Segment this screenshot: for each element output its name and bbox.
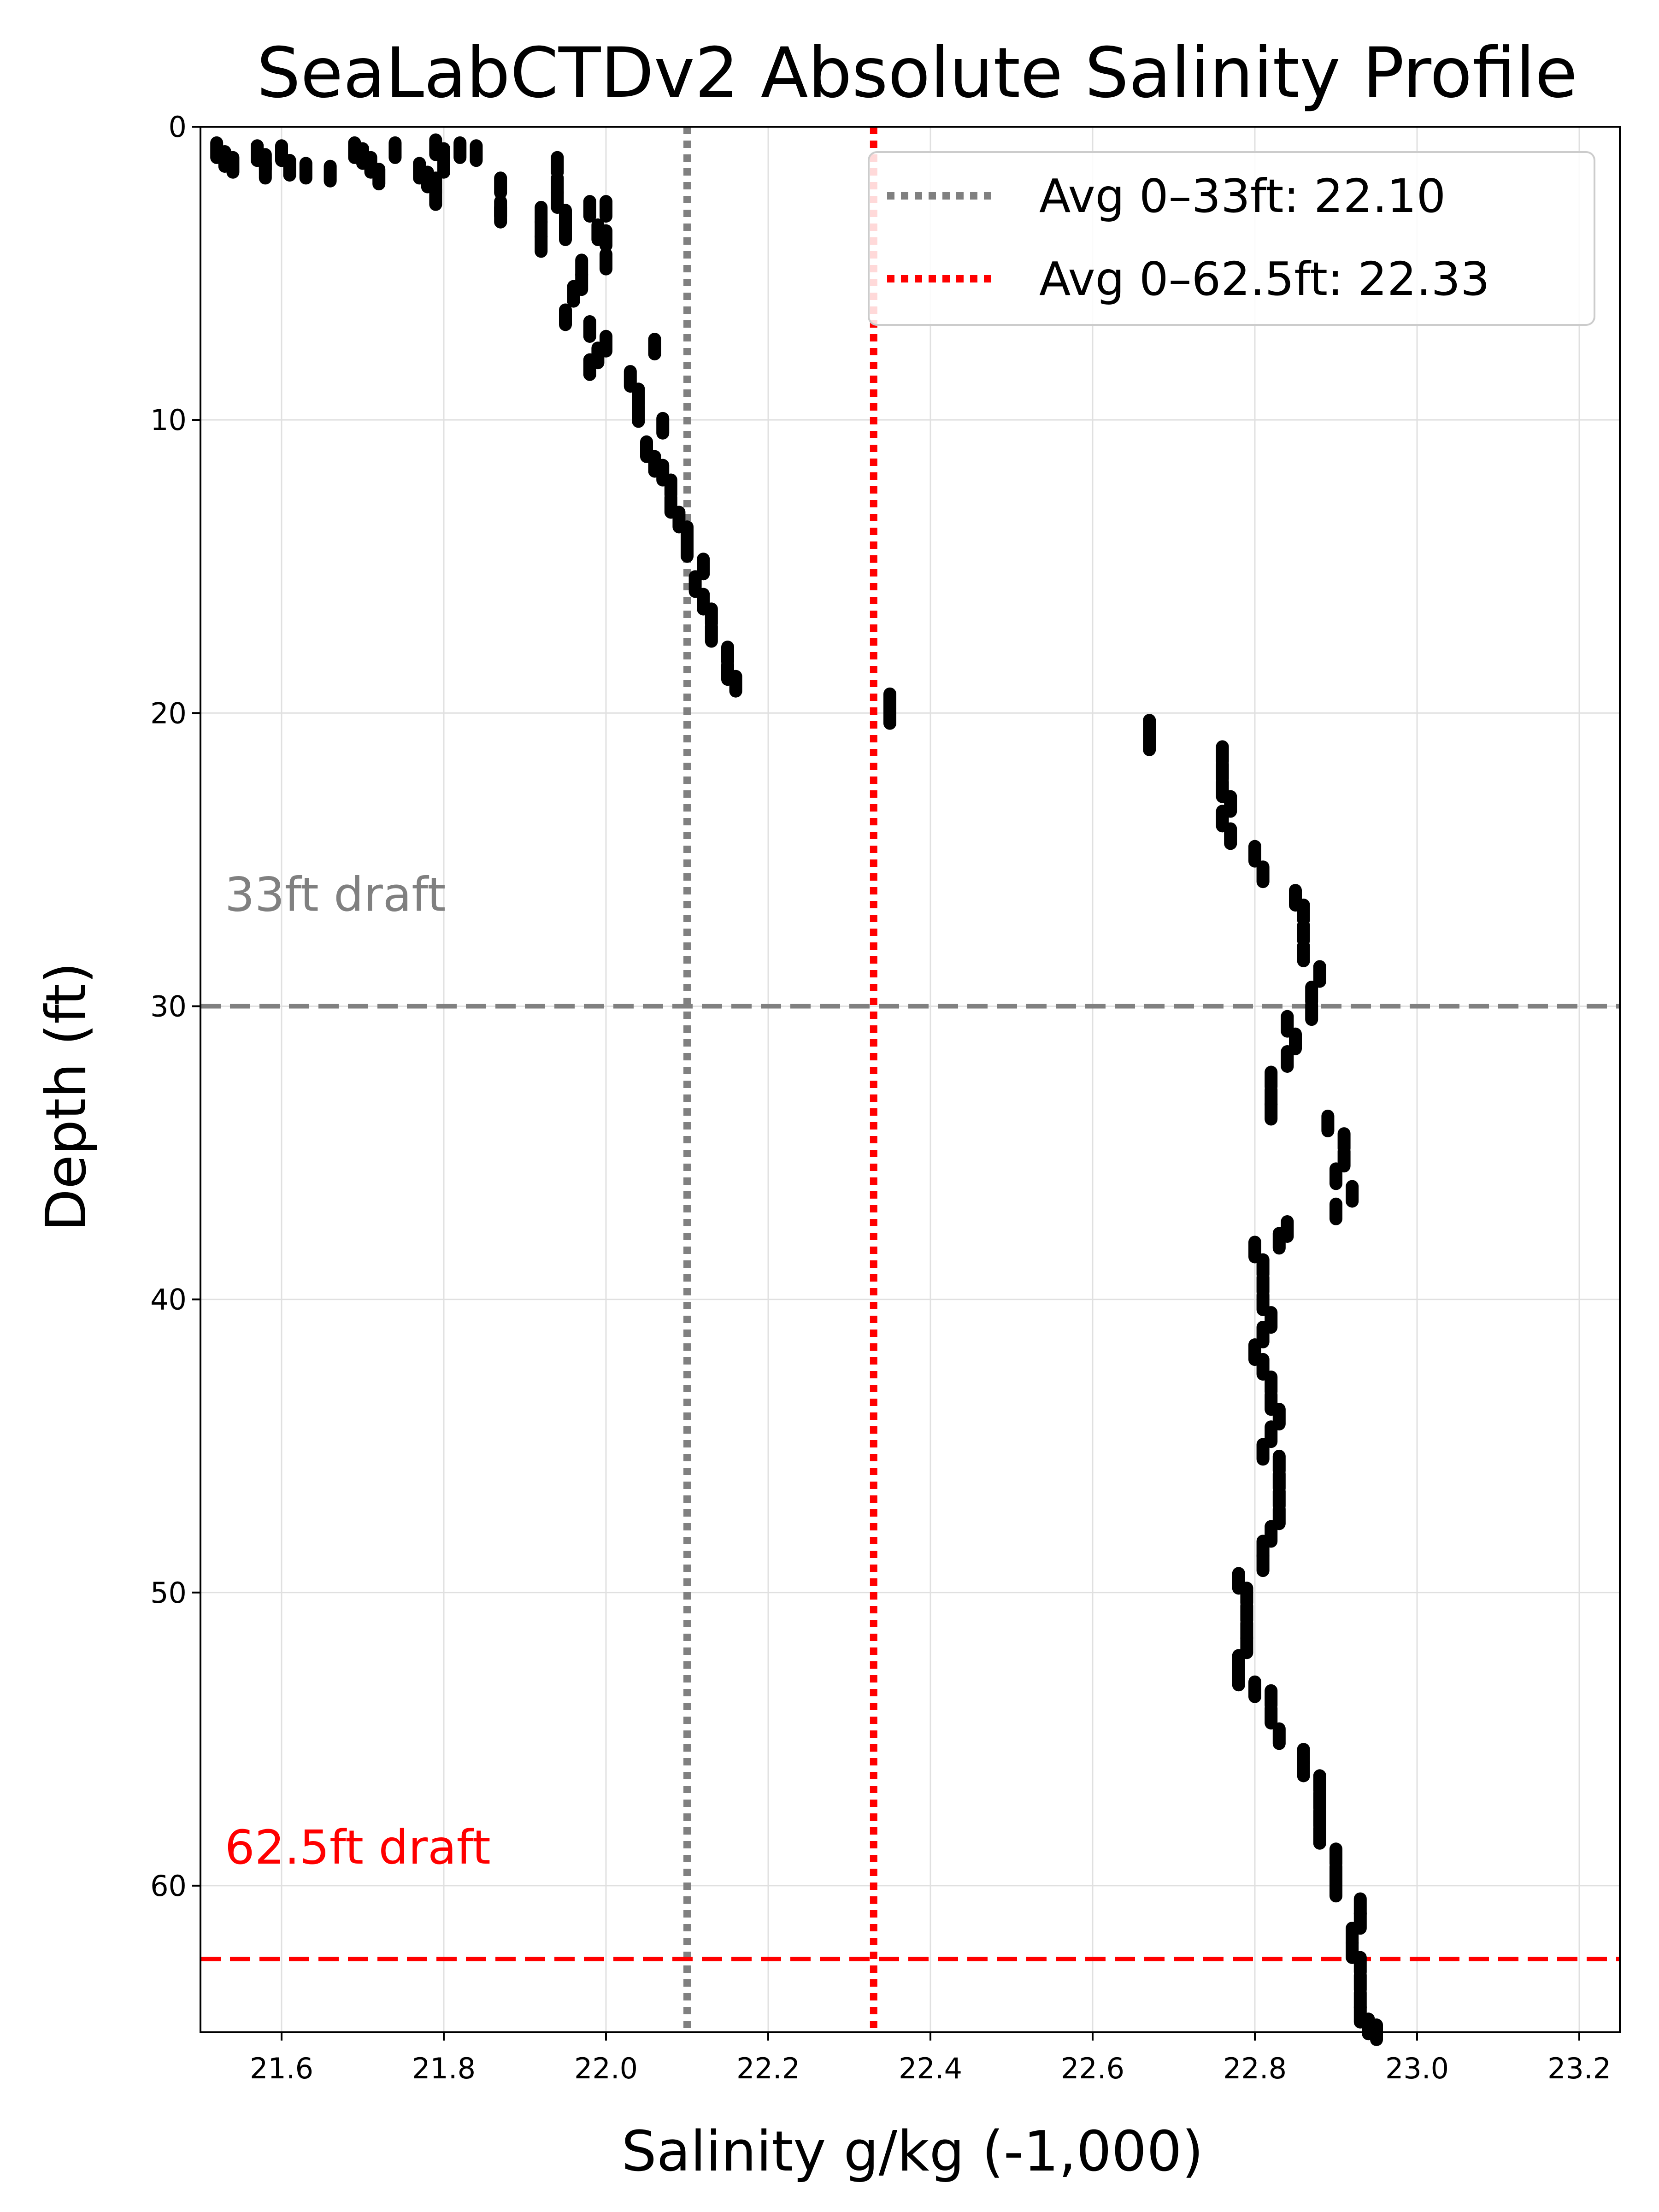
data-point [697, 553, 710, 581]
data-point [1272, 1722, 1286, 1750]
y-tick-label: 30 [150, 989, 187, 1023]
data-point [1330, 1875, 1342, 1903]
data-point [705, 620, 718, 648]
data-point [283, 154, 296, 182]
data-point [324, 159, 337, 188]
y-tick-label: 20 [150, 696, 187, 730]
y-tick-label: 10 [150, 403, 187, 437]
x-tick-label: 23.0 [1385, 2052, 1449, 2085]
chart-title: SeaLabCTDv2 Absolute Salinity Profile [257, 33, 1577, 113]
x-tick-label: 22.4 [899, 2052, 962, 2085]
x-axis-ticks: 21.6 21.8 22.0 22.2 22.4 22.6 22.8 23.0 23.2 [250, 2032, 1611, 2085]
data-point [388, 136, 402, 164]
data-point [470, 139, 483, 167]
data-point [1313, 960, 1326, 988]
y-axis-ticks: 0 10 20 30 40 50 60 [150, 110, 200, 1903]
data-point [535, 230, 548, 258]
data-point [583, 315, 596, 343]
data-point [1224, 822, 1237, 850]
data-point [1256, 1549, 1270, 1577]
data-point [632, 400, 645, 428]
data-point [551, 151, 564, 179]
data-point [1330, 1162, 1342, 1190]
y-axis-label: Depth (ft) [35, 962, 99, 1231]
data-point [1265, 1098, 1278, 1126]
data-point [1305, 998, 1318, 1026]
data-point [429, 183, 442, 211]
data-point [600, 247, 612, 276]
data-point [1265, 1701, 1278, 1730]
data-point [1256, 1438, 1270, 1466]
data-point [1313, 1822, 1326, 1850]
data-point [259, 157, 272, 185]
draft-annotation-0: 33ft draft [225, 868, 446, 923]
data-point [453, 136, 467, 164]
data-point [883, 702, 896, 730]
data-point [1330, 1197, 1342, 1225]
data-point [1321, 1109, 1335, 1137]
data-point [583, 195, 596, 223]
x-tick-label: 23.2 [1547, 2052, 1611, 2085]
x-tick-label: 22.8 [1223, 2052, 1287, 2085]
reference-lines [200, 127, 1620, 2032]
legend: Avg 0–33ft: 22.10 Avg 0–62.5ft: 22.33 [868, 151, 1595, 326]
data-point [1346, 1180, 1359, 1208]
data-point [226, 151, 240, 179]
x-tick-label: 22.2 [736, 2052, 800, 2085]
x-tick-label: 22.0 [574, 2052, 638, 2085]
data-point [1143, 728, 1156, 756]
data-point [1256, 860, 1270, 888]
legend-label-1: Avg 0–62.5ft: 22.33 [1039, 252, 1490, 306]
data-point [729, 670, 742, 698]
data-point [656, 412, 670, 440]
x-tick-label: 22.6 [1061, 2052, 1124, 2085]
data-point [600, 224, 612, 252]
data-point [494, 200, 507, 229]
x-tick-label: 21.6 [250, 2052, 313, 2085]
draft-annotation-1: 62.5ft draft [225, 1820, 491, 1875]
data-point [437, 151, 450, 179]
data-point [1248, 1675, 1261, 1703]
y-tick-label: 0 [169, 110, 187, 144]
y-tick-label: 50 [150, 1576, 187, 1610]
legend-box [868, 151, 1595, 326]
data-point [1248, 840, 1261, 868]
y-tick-label: 60 [150, 1869, 187, 1903]
data-point [1272, 1227, 1286, 1255]
data-point [559, 218, 572, 247]
data-point [600, 195, 612, 223]
data-point [648, 333, 661, 361]
legend-label-0: Avg 0–33ft: 22.10 [1039, 169, 1446, 223]
draft-annotations: 33ft draft 62.5ft draft [225, 868, 491, 1876]
x-tick-label: 21.8 [412, 2052, 476, 2085]
data-point [1297, 1754, 1310, 1783]
data-point [559, 303, 572, 331]
data-point [681, 535, 694, 563]
data-point [1297, 898, 1310, 926]
data-point [600, 329, 612, 358]
data-point [299, 157, 312, 185]
x-axis-label: Salinity g/kg (-1,000) [622, 2120, 1204, 2184]
data-point [1297, 939, 1310, 967]
grid-lines [200, 126, 1620, 2032]
data-point [1232, 1664, 1245, 1692]
plot-frame [200, 126, 1621, 2033]
data-point [575, 253, 588, 282]
data-point [1281, 1045, 1294, 1073]
data-point [372, 163, 386, 191]
y-tick-label: 40 [150, 1283, 187, 1317]
data-point [494, 171, 507, 200]
data-points [210, 133, 1383, 2046]
data-point [1297, 919, 1310, 947]
